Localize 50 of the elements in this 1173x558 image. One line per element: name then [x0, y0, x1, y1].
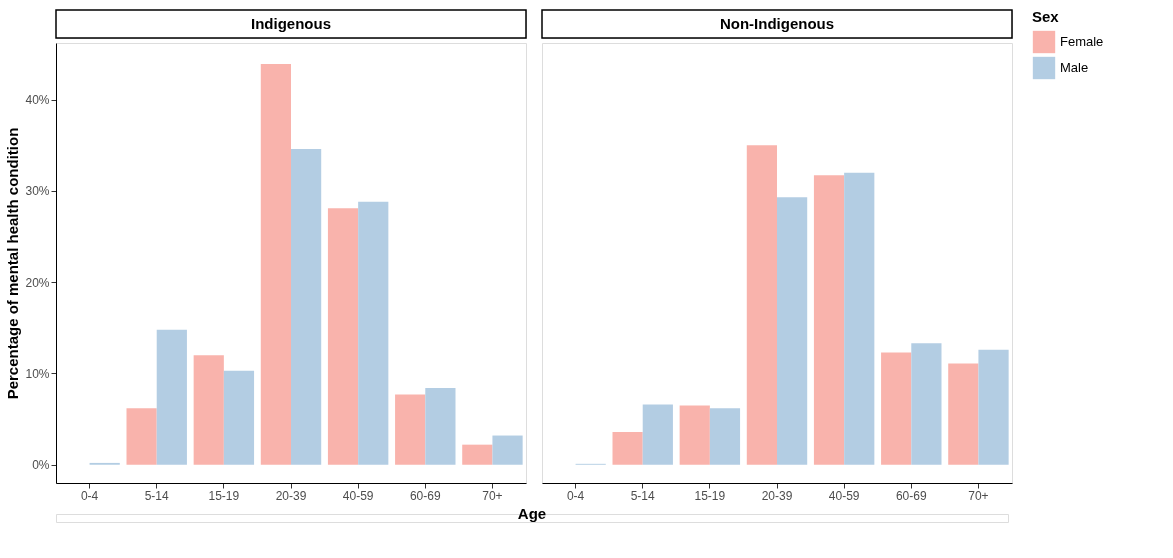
bar	[223, 370, 255, 465]
bar	[777, 197, 808, 465]
y-tick-label: 30%	[25, 184, 50, 199]
bar	[813, 175, 845, 465]
x-tick-label: 60-69	[409, 488, 441, 503]
x-axis-title: Age	[517, 505, 547, 522]
bar	[844, 172, 875, 465]
x-tick-label: 5-14	[144, 488, 170, 503]
x-tick-label: 60-69	[895, 488, 927, 503]
bar	[126, 408, 157, 465]
y-tick-label: 10%	[25, 366, 50, 381]
x-tick-label: 70+	[482, 488, 503, 503]
bar	[395, 394, 426, 465]
bar	[746, 145, 777, 465]
bar	[911, 343, 942, 465]
bar	[193, 355, 224, 465]
bar	[327, 208, 359, 465]
bar	[156, 329, 187, 465]
bar	[642, 404, 673, 465]
bar	[492, 435, 523, 465]
y-axis-title: Percentage of mental health condition	[4, 127, 22, 400]
bar	[358, 201, 389, 465]
x-tick-label: 70+	[968, 488, 989, 503]
legend-title: Sex	[1032, 8, 1060, 25]
x-tick-label: 40-59	[342, 488, 374, 503]
x-tick-label: 15-19	[694, 488, 726, 503]
bar	[291, 148, 322, 465]
bar	[881, 352, 912, 465]
bar	[260, 64, 291, 465]
bar	[425, 388, 456, 465]
legend-label: Female	[1060, 34, 1104, 49]
x-tick-label: 5-14	[630, 488, 656, 503]
bar	[709, 408, 741, 465]
y-tick-label: 40%	[25, 93, 50, 108]
x-tick-label: 0-4	[80, 488, 99, 503]
bar	[978, 349, 1009, 465]
x-tick-label: 20-39	[761, 488, 793, 503]
chart-title: Non-Indigenous	[719, 15, 835, 32]
chart-title: Indigenous	[251, 15, 331, 32]
bar	[679, 405, 710, 465]
x-tick-label: 40-59	[828, 488, 860, 503]
x-tick-label: 20-39	[275, 488, 307, 503]
y-tick-label: 20%	[25, 275, 50, 290]
x-tick-label: 15-19	[208, 488, 240, 503]
y-tick-label: 0%	[32, 458, 50, 473]
legend-label: Male	[1060, 60, 1089, 75]
bar	[612, 431, 643, 465]
bar	[462, 444, 493, 465]
x-tick-label: 0-4	[566, 488, 585, 503]
bar	[948, 363, 979, 465]
